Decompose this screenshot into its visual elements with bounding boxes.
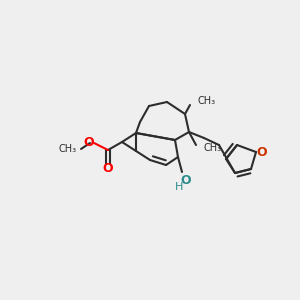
Text: H: H (175, 182, 183, 192)
Text: O: O (103, 163, 113, 176)
Text: CH₃: CH₃ (59, 144, 77, 154)
Text: O: O (84, 136, 94, 149)
Text: O: O (181, 173, 191, 187)
Text: CH₃: CH₃ (197, 96, 215, 106)
Text: O: O (257, 146, 267, 158)
Text: CH₃: CH₃ (203, 143, 221, 153)
